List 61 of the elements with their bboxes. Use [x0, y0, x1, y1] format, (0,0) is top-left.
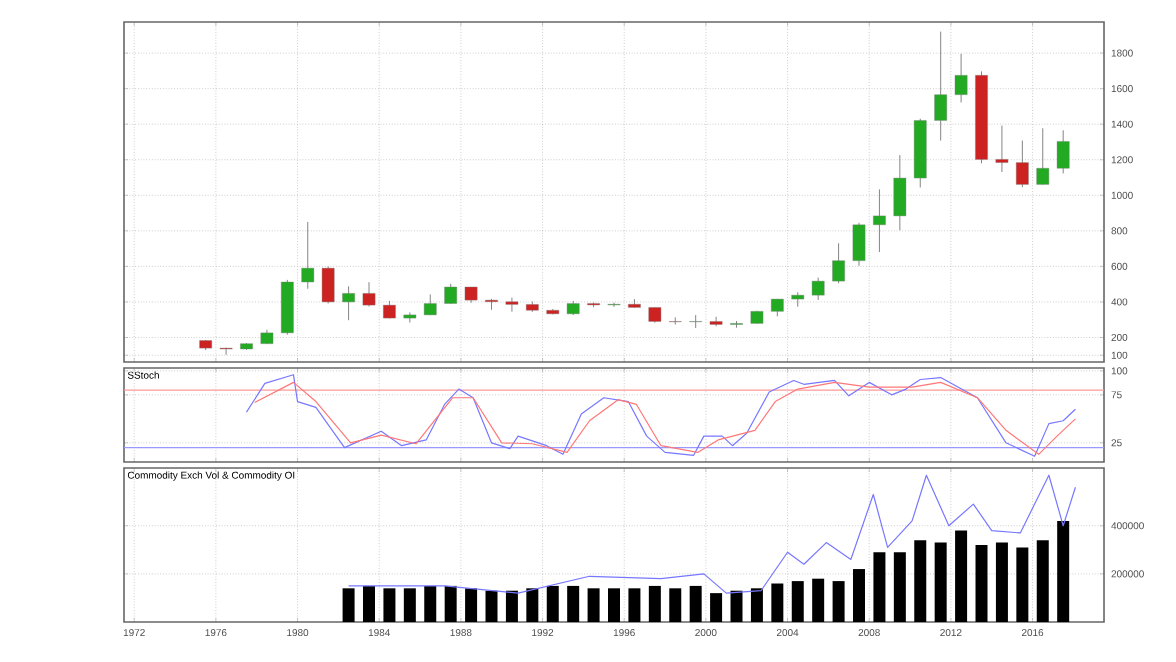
- bar: [1036, 540, 1049, 622]
- bar: [342, 588, 355, 622]
- candlestick: [301, 221, 315, 290]
- bar: [1057, 520, 1070, 622]
- candlestick: [852, 222, 866, 267]
- candlestick: [1036, 127, 1050, 185]
- candlestick: [668, 316, 682, 325]
- bar: [873, 552, 886, 622]
- bar: [771, 583, 784, 622]
- candlestick: [811, 277, 825, 301]
- candlestick: [321, 265, 335, 304]
- bar: [628, 588, 641, 622]
- candlestick: [1056, 129, 1070, 174]
- bar: [893, 552, 906, 622]
- bar: [669, 588, 682, 622]
- bar: [995, 542, 1008, 622]
- bar: [975, 545, 988, 622]
- candlestick: [893, 154, 907, 231]
- bar: [526, 588, 539, 622]
- candlestick: [444, 283, 457, 305]
- bar: [934, 542, 947, 622]
- candlestick: [219, 347, 233, 356]
- candlestick: [954, 53, 968, 103]
- line-series: [347, 474, 1077, 594]
- bar: [485, 590, 498, 622]
- bar: [546, 585, 559, 622]
- bar: [403, 588, 416, 622]
- bar: [648, 585, 661, 622]
- candlestick: [423, 294, 437, 316]
- bar: [750, 588, 763, 622]
- candlestick: [689, 314, 702, 329]
- candlestick: [1016, 140, 1029, 188]
- candlestick: [607, 302, 621, 308]
- bar: [832, 581, 845, 622]
- bar: [505, 590, 518, 622]
- bar: [608, 588, 621, 622]
- bar: [383, 588, 396, 622]
- bar: [465, 588, 478, 622]
- bar: [363, 585, 375, 622]
- candlestick: [362, 281, 376, 307]
- bar: [812, 578, 825, 622]
- candlestick: [832, 242, 845, 284]
- candlestick: [342, 285, 355, 321]
- candlestick: [934, 31, 947, 141]
- candlestick: [709, 316, 723, 327]
- bar: [791, 581, 804, 622]
- bar: [689, 585, 702, 622]
- bar: [444, 585, 457, 622]
- candlestick: [730, 320, 743, 329]
- bar: [587, 588, 600, 622]
- candlestick: [873, 189, 886, 253]
- candlestick: [995, 125, 1009, 173]
- bar: [955, 530, 968, 622]
- bar: [1016, 547, 1029, 622]
- bar: [567, 585, 580, 622]
- bar: [730, 590, 743, 622]
- bar: [424, 585, 437, 622]
- bar: [710, 593, 723, 622]
- candlestick: [505, 297, 519, 313]
- bar: [914, 540, 927, 622]
- bar: [853, 569, 866, 622]
